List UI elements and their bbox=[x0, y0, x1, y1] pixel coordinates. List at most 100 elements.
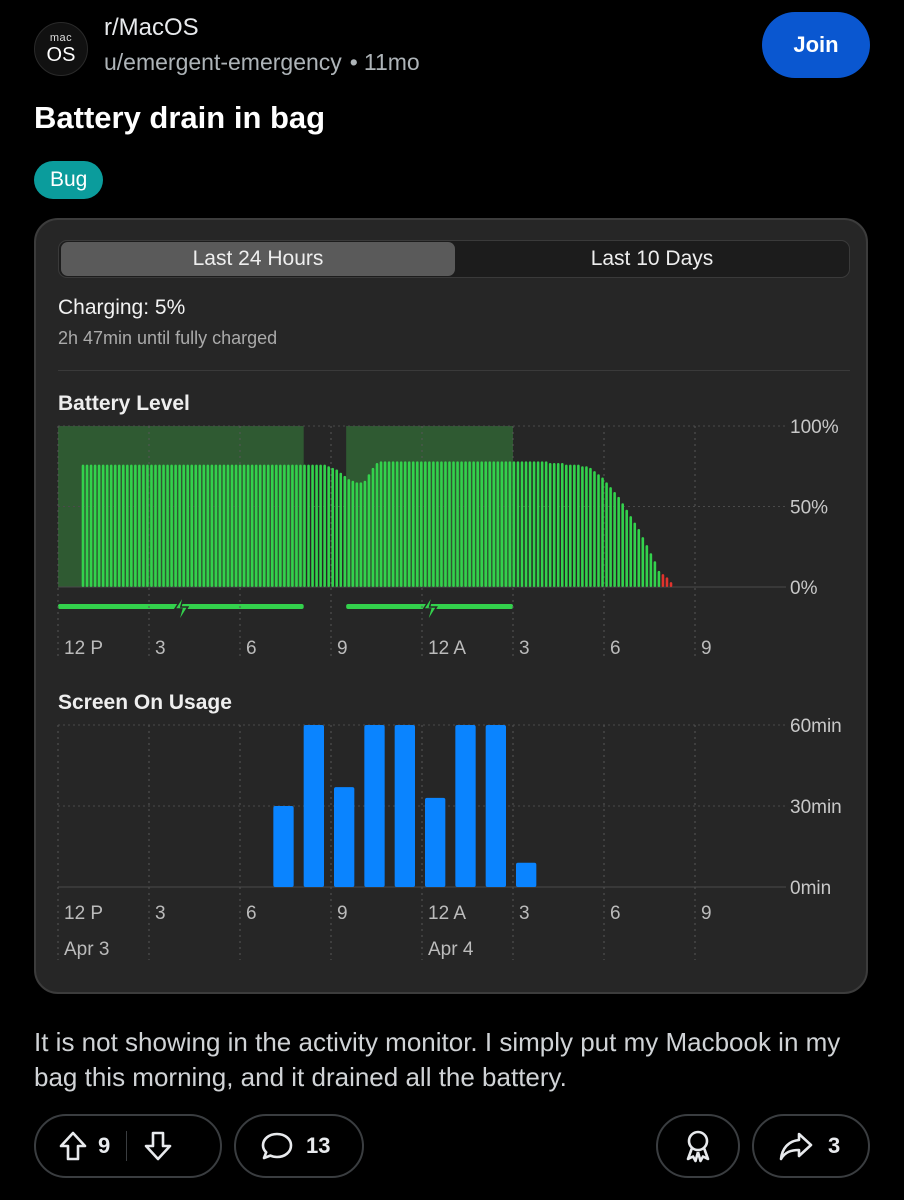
battery-bar bbox=[564, 464, 568, 587]
battery-bar bbox=[460, 461, 463, 587]
battery-bar bbox=[343, 475, 347, 587]
battery-bar bbox=[258, 464, 262, 587]
battery-bar bbox=[597, 474, 600, 587]
date-label-apr-4: Apr 4 bbox=[428, 939, 474, 960]
battery-bar bbox=[283, 464, 286, 587]
battery-bar bbox=[407, 461, 411, 587]
battery-y-tick-label: 0% bbox=[790, 578, 818, 599]
battery-x-tick-label: 6 bbox=[246, 638, 257, 659]
battery-bar bbox=[605, 482, 608, 587]
battery-bar bbox=[420, 461, 423, 587]
battery-bar bbox=[585, 466, 588, 587]
battery-bar bbox=[270, 464, 274, 587]
charging-status: Charging: 5% bbox=[58, 296, 186, 319]
battery-bar bbox=[411, 461, 415, 587]
battery-bar bbox=[532, 461, 536, 587]
battery-bar bbox=[496, 461, 500, 587]
battery-bar bbox=[617, 496, 620, 587]
downvote-icon[interactable] bbox=[143, 1130, 173, 1162]
upvote-icon[interactable] bbox=[58, 1130, 88, 1162]
upvote-count: 9 bbox=[98, 1133, 111, 1158]
battery-bar bbox=[113, 464, 117, 587]
usage-bar bbox=[273, 806, 294, 887]
battery-bar bbox=[484, 461, 488, 587]
subreddit-avatar[interactable]: mac OS bbox=[34, 22, 88, 76]
battery-x-tick-label: 9 bbox=[701, 638, 712, 659]
battery-bar bbox=[138, 464, 141, 587]
battery-bar bbox=[311, 464, 314, 587]
meta-separator: • bbox=[349, 49, 358, 75]
post-age: 11mo bbox=[363, 49, 420, 75]
battery-bar bbox=[448, 461, 451, 587]
battery-bar bbox=[218, 464, 222, 587]
author-link[interactable]: u/emergent-emergency bbox=[104, 49, 342, 75]
time-range-segmented-control[interactable]: Last 24 Hours Last 10 Days bbox=[58, 240, 850, 278]
usage-x-tick-label: 6 bbox=[610, 903, 621, 924]
battery-bar bbox=[424, 461, 427, 587]
battery-bar bbox=[335, 469, 339, 587]
battery-bar bbox=[178, 464, 181, 587]
battery-bar bbox=[653, 561, 657, 587]
usage-y-tick-label: 60min bbox=[790, 716, 842, 737]
usage-bar bbox=[455, 725, 476, 887]
battery-bar bbox=[194, 464, 198, 587]
battery-bar bbox=[275, 464, 278, 587]
battery-bar bbox=[81, 464, 85, 587]
battery-bar bbox=[109, 464, 113, 587]
usage-x-tick-label: 12 P bbox=[64, 903, 103, 924]
battery-bar bbox=[154, 464, 157, 587]
battery-bar bbox=[182, 464, 185, 587]
battery-bar bbox=[669, 582, 673, 587]
battery-bar bbox=[512, 461, 516, 587]
battery-bar bbox=[202, 464, 206, 587]
battery-bar bbox=[456, 461, 459, 587]
usage-x-tick-label: 9 bbox=[337, 903, 348, 924]
battery-bar bbox=[472, 461, 475, 587]
battery-bar bbox=[170, 464, 173, 587]
date-label-apr-3: Apr 3 bbox=[64, 939, 109, 960]
battery-bar bbox=[560, 463, 564, 587]
battery-bar bbox=[359, 482, 363, 587]
battery-bar bbox=[126, 464, 129, 587]
battery-bar bbox=[657, 570, 661, 587]
battery-y-tick-label: 50% bbox=[790, 498, 828, 519]
battery-bar bbox=[480, 461, 484, 587]
award-button[interactable] bbox=[656, 1114, 740, 1178]
battery-bar bbox=[174, 464, 177, 587]
battery-bar bbox=[331, 467, 334, 587]
battery-bar bbox=[315, 464, 318, 587]
post-title[interactable]: Battery drain in bag bbox=[34, 100, 326, 135]
share-button[interactable]: 3 bbox=[752, 1114, 870, 1178]
battery-bar bbox=[633, 522, 637, 587]
post-flair[interactable]: Bug bbox=[34, 161, 104, 199]
battery-bar bbox=[609, 487, 612, 587]
battery-bar bbox=[387, 461, 391, 587]
battery-x-tick-label: 6 bbox=[610, 638, 621, 659]
battery-bar bbox=[492, 461, 496, 587]
battery-bar bbox=[226, 464, 230, 587]
battery-bar bbox=[210, 464, 214, 587]
tab-last-10-days[interactable]: Last 10 Days bbox=[590, 247, 714, 270]
battery-bar bbox=[504, 461, 508, 587]
comments-button[interactable]: 13 bbox=[234, 1114, 364, 1178]
battery-bar bbox=[548, 463, 552, 587]
battery-bar bbox=[371, 467, 375, 587]
subreddit-name[interactable]: r/MacOS bbox=[104, 14, 199, 41]
battery-level-title: Battery Level bbox=[58, 392, 190, 415]
battery-bar bbox=[250, 464, 254, 587]
comment-icon bbox=[260, 1130, 294, 1162]
battery-bar bbox=[524, 461, 528, 587]
usage-y-tick-label: 30min bbox=[790, 797, 842, 818]
battery-bar bbox=[162, 464, 165, 587]
battery-bar bbox=[254, 464, 258, 587]
screen-usage-chart: 60min 30min 0min 12 P 3 6 9 12 A 3 6 9 Apr 3 Apr 4 bbox=[57, 716, 842, 960]
vote-divider bbox=[126, 1131, 128, 1161]
battery-bar bbox=[287, 464, 290, 587]
battery-bar bbox=[234, 464, 238, 587]
join-button[interactable]: Join bbox=[762, 12, 870, 78]
battery-bar bbox=[117, 464, 121, 587]
battery-bar bbox=[500, 461, 504, 587]
tab-last-24-hours[interactable]: Last 24 Hours bbox=[61, 242, 455, 276]
post-image[interactable]: Last 24 Hours Last 10 Days Charging: 5% … bbox=[34, 218, 868, 994]
battery-bar bbox=[230, 464, 234, 587]
